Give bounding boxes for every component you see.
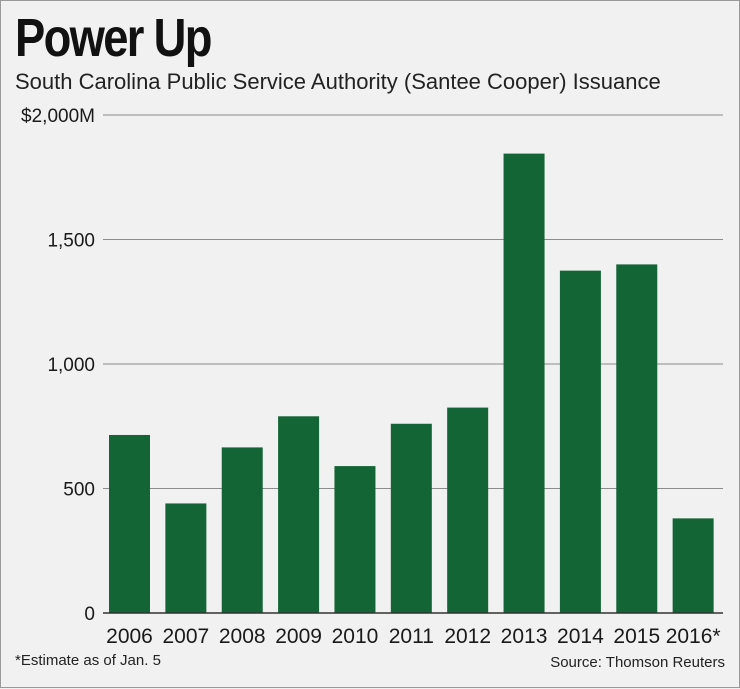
x-tick-label: 2015 (613, 625, 660, 648)
bar-2008 (221, 447, 263, 613)
bar-2012 (447, 407, 489, 613)
source-credit: Source: Thomson Reuters (550, 654, 725, 671)
bar-2010 (334, 466, 376, 613)
bar-2011 (390, 423, 432, 613)
bars (109, 153, 714, 613)
bar-2009 (278, 416, 320, 613)
y-tick-label: 1,000 (47, 355, 95, 376)
x-tick-label: 2008 (219, 625, 266, 648)
chart-subtitle: South Carolina Public Service Authority … (15, 69, 661, 94)
y-tick-label: $2,000M (21, 106, 95, 127)
x-tick-label: 2011 (389, 625, 434, 648)
bar-2007 (165, 503, 207, 613)
x-tick-label: 2013 (501, 625, 548, 648)
x-axis-ticks: 2006 2007 2008 2009 2010 2011 2012 2013 2014 2015… (106, 625, 720, 648)
x-tick-label: 2006 (106, 625, 153, 648)
y-tick-label: 500 (63, 480, 95, 501)
bar-2015 (616, 264, 658, 613)
bar-2013 (503, 153, 545, 613)
y-axis-ticks: 0 500 1,000 1,500 $2,000M (21, 106, 95, 625)
y-tick-label: 1,500 (47, 231, 95, 252)
x-tick-label: 2014 (557, 625, 604, 648)
bar-2014 (559, 270, 601, 613)
bar-2006 (109, 434, 150, 613)
chart-title: Power Up (15, 8, 212, 68)
x-tick-label: 2009 (275, 625, 322, 648)
x-tick-label: 2010 (332, 625, 379, 648)
y-tick-label: 0 (84, 604, 95, 625)
bar-2016 (672, 518, 714, 613)
x-tick-label: 2016* (666, 625, 721, 648)
footnote: *Estimate as of Jan. 5 (15, 652, 161, 669)
x-tick-label: 2012 (444, 625, 491, 648)
x-tick-label: 2007 (163, 625, 210, 648)
